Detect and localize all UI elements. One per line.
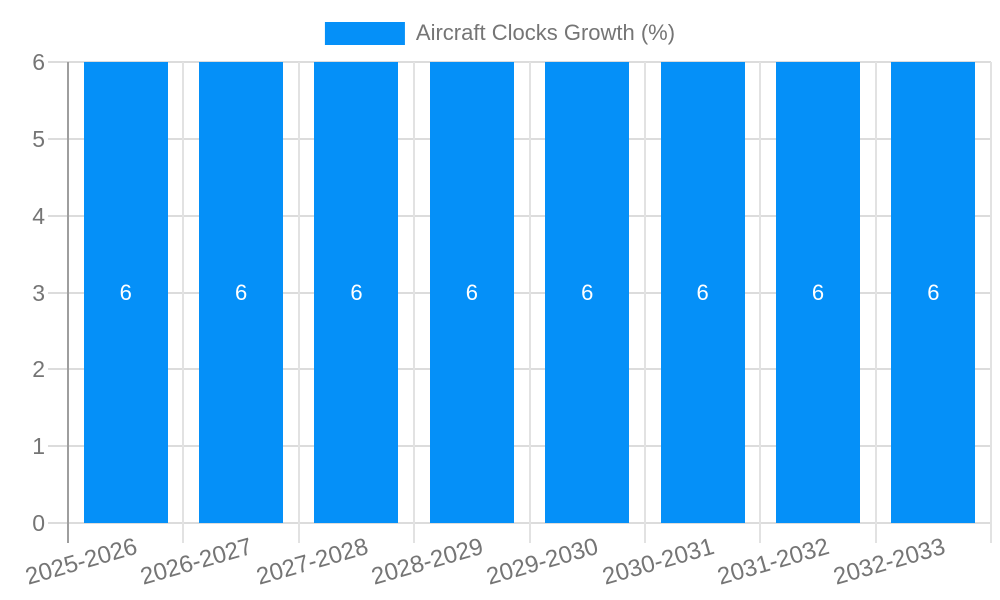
x-axis-tick-label: 2026-2027	[137, 533, 256, 591]
bar[interactable]: 6	[891, 62, 976, 523]
gridline-x	[643, 62, 646, 543]
bar-value-label: 6	[119, 279, 132, 305]
x-axis-tick-label: 2027-2028	[253, 533, 371, 591]
gridline-x	[297, 62, 300, 543]
x-axis-tick-label: 2029-2030	[483, 533, 602, 591]
bar-value-label: 6	[696, 279, 709, 305]
gridline-y	[48, 214, 991, 217]
gridline-y	[48, 61, 991, 63]
bar[interactable]: 6	[314, 62, 399, 523]
gridline-x	[182, 62, 185, 543]
bar[interactable]: 6	[660, 62, 745, 523]
x-axis-tick-label: 2030-2031	[599, 533, 718, 591]
x-axis-tick-label: 2032-2033	[829, 533, 948, 591]
x-axis-tick-label: 2028-2029	[368, 533, 487, 591]
y-axis-tick-label: 6	[32, 49, 45, 75]
gridline-x	[990, 62, 992, 543]
bar[interactable]: 6	[199, 62, 284, 523]
y-axis-tick-label: 2	[32, 356, 45, 383]
bar-value-label: 6	[811, 279, 825, 305]
bar-value-label: 6	[350, 279, 363, 305]
gridline-x	[413, 62, 416, 543]
legend-label: Aircraft Clocks Growth (%)	[415, 20, 676, 45]
y-axis-tick-label: 1	[32, 433, 45, 460]
bar[interactable]: 6	[83, 62, 168, 523]
gridline-y	[48, 445, 991, 448]
gridline-x	[759, 62, 762, 543]
y-axis-line	[67, 62, 69, 543]
bar-value-label: 6	[465, 279, 478, 305]
gridline-y	[48, 137, 991, 140]
y-axis-tick-label: 5	[32, 125, 45, 152]
x-axis-tick-label: 2025-2026	[22, 533, 141, 591]
gridline-x	[874, 62, 877, 543]
y-axis-tick-label: 0	[32, 510, 45, 536]
gridline-y	[48, 522, 991, 524]
bar-value-label: 6	[927, 279, 940, 305]
legend-swatch-icon	[324, 21, 405, 45]
y-axis-tick-label: 3	[32, 279, 45, 306]
bar[interactable]: 6	[545, 62, 630, 523]
x-axis-tick-label: 2031-2032	[714, 533, 833, 591]
y-axis-tick-label: 4	[32, 202, 45, 229]
legend-item[interactable]: Aircraft Clocks Growth (%)	[324, 20, 676, 46]
gridline-y	[48, 291, 991, 294]
bar-value-label: 6	[581, 279, 594, 305]
bar[interactable]: 6	[775, 62, 860, 523]
gridline-x	[528, 62, 531, 543]
bar[interactable]: 6	[429, 62, 514, 523]
bar-value-label: 6	[234, 279, 248, 305]
gridline-y	[48, 368, 991, 371]
